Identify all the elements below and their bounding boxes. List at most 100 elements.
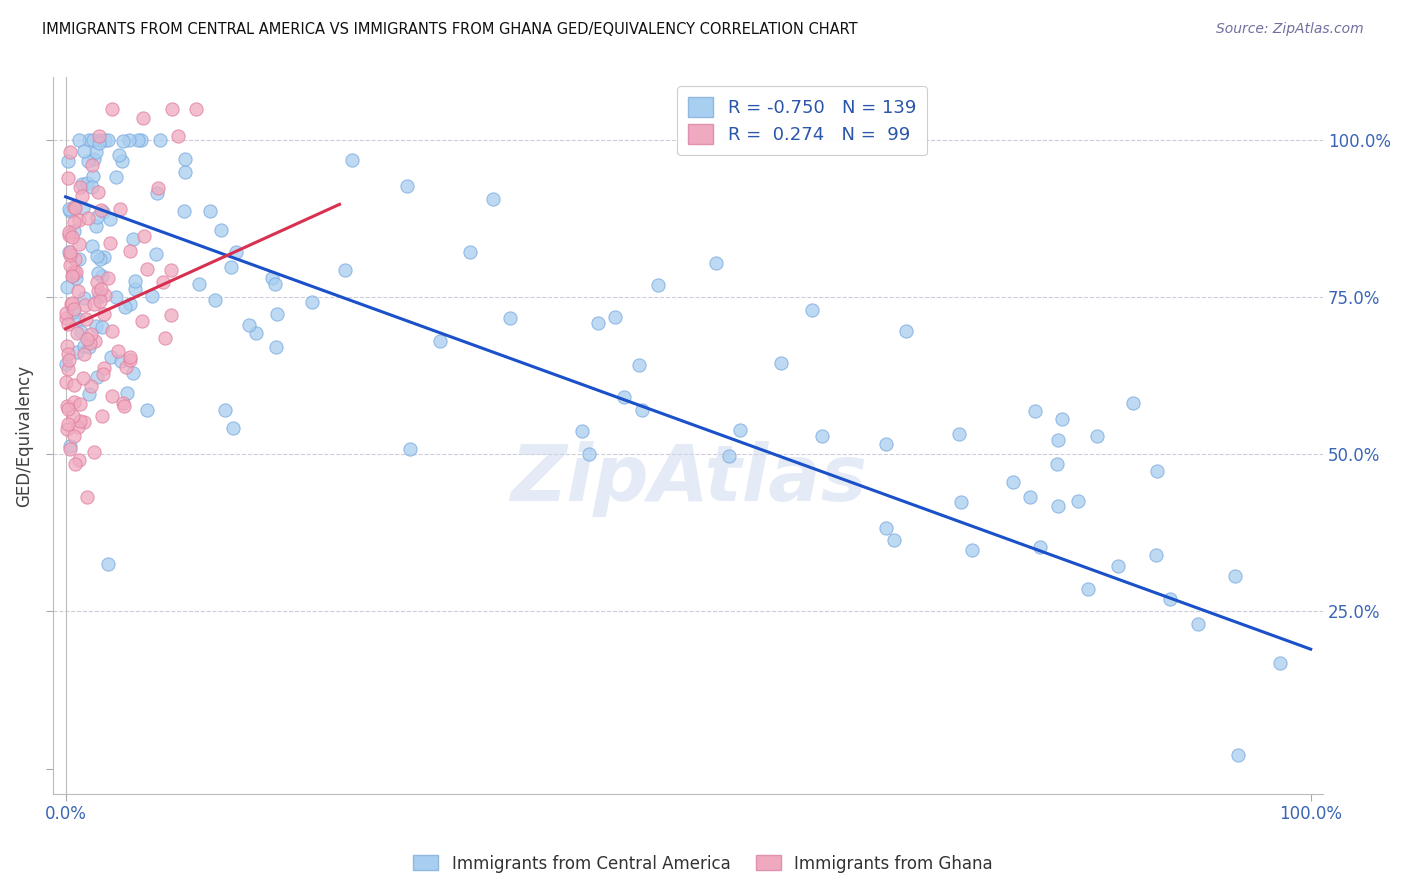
Text: ZipAtlas: ZipAtlas — [509, 441, 866, 516]
Point — [458, 245, 481, 260]
Point — [221, 420, 243, 434]
Point — [89, 290, 111, 304]
Point — [86, 369, 108, 384]
Point — [58, 352, 80, 367]
Point — [1046, 433, 1069, 447]
Point — [91, 204, 114, 219]
Point — [586, 316, 609, 330]
Point — [124, 274, 146, 288]
Point — [186, 102, 208, 116]
Point — [166, 128, 188, 143]
Point — [631, 403, 654, 417]
Point — [219, 260, 242, 275]
Point — [960, 543, 983, 558]
Point — [115, 359, 138, 374]
Point — [90, 202, 112, 217]
Point — [87, 129, 110, 144]
Point — [56, 317, 79, 331]
Point — [647, 277, 669, 292]
Point — [100, 350, 122, 364]
Point — [55, 376, 77, 390]
Point — [55, 338, 77, 352]
Point — [60, 269, 83, 284]
Point — [105, 169, 128, 184]
Point — [56, 399, 79, 413]
Point — [73, 339, 96, 353]
Point — [187, 277, 209, 292]
Point — [90, 409, 112, 423]
Point — [1066, 493, 1088, 508]
Point — [266, 307, 288, 321]
Point — [59, 442, 82, 457]
Point — [111, 396, 134, 410]
Point — [60, 296, 83, 310]
Point — [112, 399, 135, 413]
Point — [67, 133, 90, 147]
Point — [111, 153, 134, 168]
Point — [58, 204, 80, 219]
Point — [86, 284, 108, 298]
Point — [73, 144, 96, 158]
Point — [118, 244, 141, 259]
Point — [1144, 548, 1167, 562]
Point — [82, 239, 104, 253]
Point — [59, 145, 82, 159]
Point — [76, 490, 98, 504]
Point — [91, 368, 114, 382]
Point — [146, 186, 169, 201]
Point — [578, 447, 600, 461]
Point — [83, 297, 105, 311]
Point — [1019, 490, 1042, 504]
Point — [67, 252, 90, 267]
Point — [69, 414, 91, 428]
Point — [62, 302, 84, 317]
Point — [333, 263, 356, 277]
Point — [83, 334, 105, 348]
Point — [70, 177, 93, 191]
Point — [141, 289, 163, 303]
Point — [63, 224, 86, 238]
Point — [77, 340, 100, 354]
Point — [60, 229, 83, 244]
Text: Source: ZipAtlas.com: Source: ZipAtlas.com — [1216, 22, 1364, 37]
Point — [79, 133, 101, 147]
Point — [84, 319, 107, 334]
Point — [82, 133, 104, 147]
Point — [1085, 429, 1108, 443]
Point — [628, 358, 651, 372]
Point — [131, 313, 153, 327]
Point — [67, 237, 90, 252]
Point — [115, 386, 138, 401]
Point — [55, 357, 77, 371]
Point — [1001, 475, 1024, 489]
Point — [65, 270, 87, 285]
Point — [214, 403, 236, 417]
Point — [1046, 457, 1069, 471]
Point — [704, 256, 727, 270]
Point — [55, 306, 77, 320]
Point — [174, 165, 197, 179]
Point — [89, 293, 111, 308]
Point — [728, 423, 751, 437]
Point — [132, 111, 155, 125]
Point — [58, 202, 80, 217]
Point — [66, 284, 89, 298]
Point — [89, 133, 111, 147]
Point — [62, 266, 84, 280]
Point — [63, 429, 86, 443]
Point — [114, 301, 136, 315]
Point — [67, 212, 90, 227]
Point — [152, 275, 174, 289]
Point — [94, 133, 117, 147]
Point — [342, 153, 364, 168]
Point — [73, 347, 96, 361]
Point — [198, 203, 221, 218]
Point — [70, 325, 93, 339]
Point — [1187, 617, 1209, 632]
Point — [69, 179, 91, 194]
Point — [1046, 500, 1069, 514]
Point — [97, 133, 120, 147]
Point — [399, 442, 422, 456]
Point — [86, 210, 108, 224]
Point — [132, 229, 155, 244]
